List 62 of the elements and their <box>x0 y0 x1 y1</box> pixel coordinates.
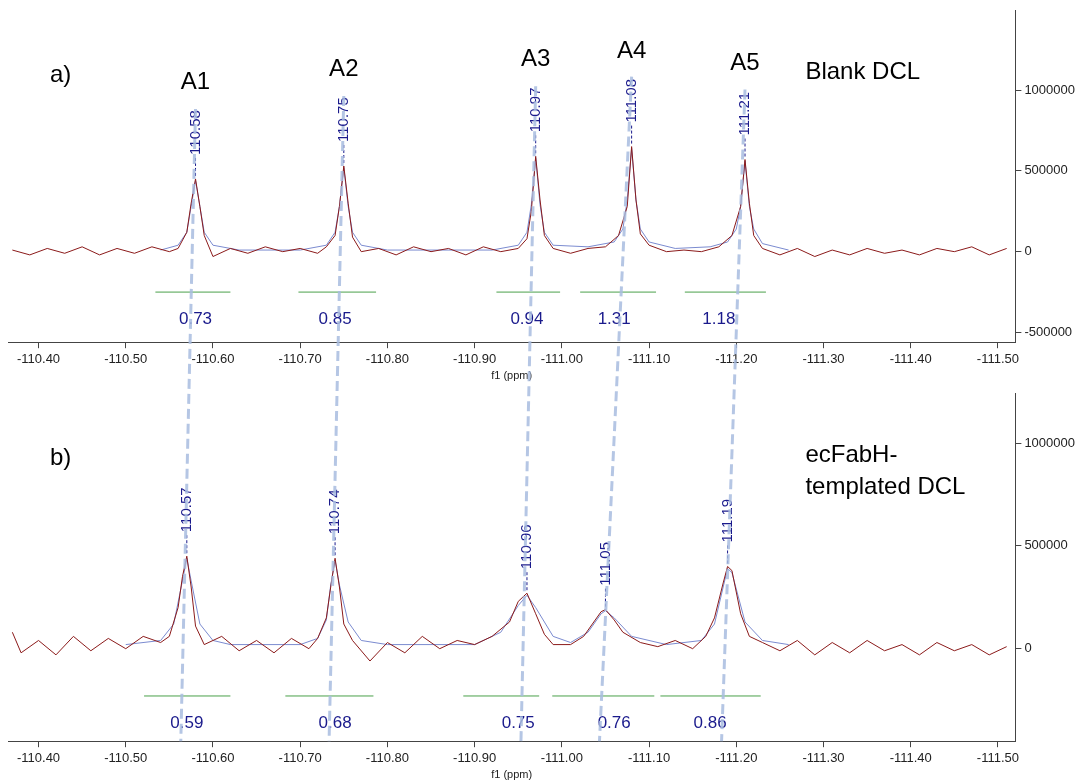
annotation: A4 <box>616 35 647 63</box>
x-tick-label: -111.20 <box>715 350 758 366</box>
text: Blank DCL <box>805 57 921 85</box>
x-tick-label: -110.50 <box>104 350 148 366</box>
x-tick-label: -110.40 <box>16 749 61 765</box>
annotation: 1.31 <box>597 308 631 328</box>
y-tick-label: 1000000 <box>1024 434 1076 450</box>
annotation: 110.75 <box>333 97 351 142</box>
y-tick-label: 500000 <box>1024 537 1068 553</box>
x-tick-label: -110.70 <box>278 749 322 765</box>
x-tick-label: -110.80 <box>365 350 409 366</box>
annotation: 110.58 <box>185 110 203 155</box>
text: b) <box>50 443 72 471</box>
y-tick-label: 1000000 <box>1024 81 1076 97</box>
annotation: 110.97 <box>525 87 543 133</box>
annotation: 110.74 <box>325 489 343 535</box>
x-tick-label: -110.90 <box>453 749 497 765</box>
annotation: 111.05 <box>595 541 613 586</box>
annotation: 111.19 <box>717 498 735 543</box>
x-tick-label: -110.40 <box>16 350 61 366</box>
x-tick-label: -110.80 <box>365 749 409 765</box>
annotation: 111.21 <box>735 91 753 136</box>
x-tick-label: -111.40 <box>889 749 932 765</box>
annotation: 0.68 <box>318 712 352 732</box>
annotation: 0.59 <box>170 712 204 732</box>
x-tick-label: -111.30 <box>802 350 845 366</box>
x-axis-title: f1 (ppm) <box>491 768 533 781</box>
x-tick-label: -111.30 <box>802 749 845 765</box>
annotation: 0.73 <box>178 308 213 328</box>
annotation: 0.94 <box>510 308 544 328</box>
annotation: A1 <box>180 66 211 94</box>
annotation: 110.96 <box>517 524 535 570</box>
x-tick-label: -111.40 <box>889 350 932 366</box>
x-tick-label: -110.90 <box>453 350 497 366</box>
annotation: 0.86 <box>693 712 727 732</box>
y-tick-label: 500000 <box>1024 162 1068 178</box>
y-tick-label: -500000 <box>1024 324 1073 340</box>
x-tick-label: -110.50 <box>104 749 148 765</box>
y-tick-label: 0 <box>1024 640 1032 656</box>
x-tick-label: -110.60 <box>191 350 235 366</box>
annotation: A5 <box>730 48 760 76</box>
x-tick-label: -111.50 <box>976 749 1020 765</box>
y-tick-label: 0 <box>1024 243 1032 259</box>
x-tick-label: -111.10 <box>627 350 671 366</box>
x-tick-label: -111.00 <box>540 749 583 765</box>
annotation: 111.08 <box>621 78 639 123</box>
annotation: 0.75 <box>501 712 535 732</box>
x-tick-label: -111.20 <box>715 749 758 765</box>
annotation: 0.85 <box>318 308 352 328</box>
annotation: 0.76 <box>597 712 631 732</box>
x-tick-label: -111.50 <box>976 350 1020 366</box>
annotation: 110.57 <box>176 487 194 533</box>
x-tick-label: -110.70 <box>278 350 322 366</box>
text: ecFabH-templated DCL <box>805 440 966 500</box>
x-tick-label: -110.60 <box>191 749 235 765</box>
x-tick-label: -111.00 <box>540 350 583 366</box>
x-tick-label: -111.10 <box>627 749 671 765</box>
annotation: A2 <box>329 53 359 81</box>
text: a) <box>50 60 72 88</box>
annotation: A3 <box>521 44 551 72</box>
x-axis-title: f1 (ppm) <box>491 369 533 382</box>
annotation: 1.18 <box>702 308 736 328</box>
